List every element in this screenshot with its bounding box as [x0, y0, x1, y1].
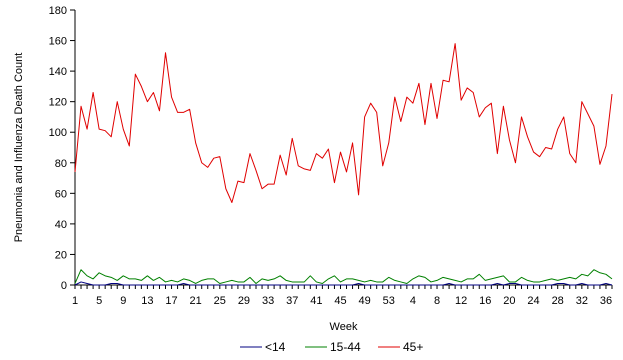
x-tick-label: 33 — [262, 295, 274, 307]
series-line-1 — [74, 269, 613, 284]
x-tick-label: 4 — [410, 295, 416, 307]
x-tick-label: 49 — [358, 295, 370, 307]
x-tick-label: 8 — [434, 295, 440, 307]
series-line-2 — [74, 43, 613, 203]
plot-area: 0 20 40 60 80 100 120 140 160 180 1 5 9 13 17 21 25 29 33… — [49, 5, 613, 307]
y-tick-label: 60 — [55, 188, 67, 200]
y-tick-label: 180 — [49, 5, 67, 17]
y-tick-label: 0 — [61, 280, 67, 292]
x-tick-label: 45 — [334, 295, 346, 307]
series-lines — [74, 43, 613, 286]
y-tick-label: 100 — [49, 127, 67, 139]
x-tick-label: 53 — [383, 295, 395, 307]
y-axis-title: Pneumonia and Influenza Death Count — [13, 53, 25, 243]
y-axis-ticks: 0 20 40 60 80 100 120 140 160 180 — [49, 5, 75, 292]
y-tick-label: 80 — [55, 158, 67, 170]
series-line-0 — [74, 281, 613, 286]
x-tick-label: 32 — [576, 295, 588, 307]
x-axis-title: Week — [330, 321, 358, 333]
x-tick-label: 29 — [238, 295, 250, 307]
x-tick-label: 25 — [214, 295, 226, 307]
y-tick-label: 160 — [49, 36, 67, 48]
y-tick-label: 40 — [55, 219, 67, 231]
x-tick-label: 24 — [527, 295, 539, 307]
y-tick-label: 20 — [55, 249, 67, 261]
x-tick-label: 5 — [96, 295, 102, 307]
x-tick-label: 16 — [479, 295, 491, 307]
x-tick-label: 41 — [310, 295, 322, 307]
x-tick-label: 21 — [190, 295, 202, 307]
x-tick-label: 28 — [552, 295, 564, 307]
legend: <14 15-44 45+ — [240, 340, 423, 354]
y-tick-label: 140 — [49, 66, 67, 78]
x-tick-label: 12 — [455, 295, 467, 307]
legend-label: <14 — [265, 340, 286, 354]
x-tick-label: 9 — [120, 295, 126, 307]
x-tick-label: 1 — [72, 295, 78, 307]
legend-label: 15-44 — [330, 340, 361, 354]
y-tick-label: 120 — [49, 97, 67, 109]
x-tick-label: 13 — [141, 295, 153, 307]
x-tick-label: 20 — [503, 295, 515, 307]
x-tick-label: 36 — [600, 295, 612, 307]
x-axis-ticks: 1 5 9 13 17 21 25 29 33 37 41 45 49 53 4 8 12 16 20 24 28 32 3… — [72, 285, 613, 307]
legend-label: 45+ — [403, 340, 423, 354]
x-tick-label: 17 — [165, 295, 177, 307]
x-tick-label: 37 — [286, 295, 298, 307]
